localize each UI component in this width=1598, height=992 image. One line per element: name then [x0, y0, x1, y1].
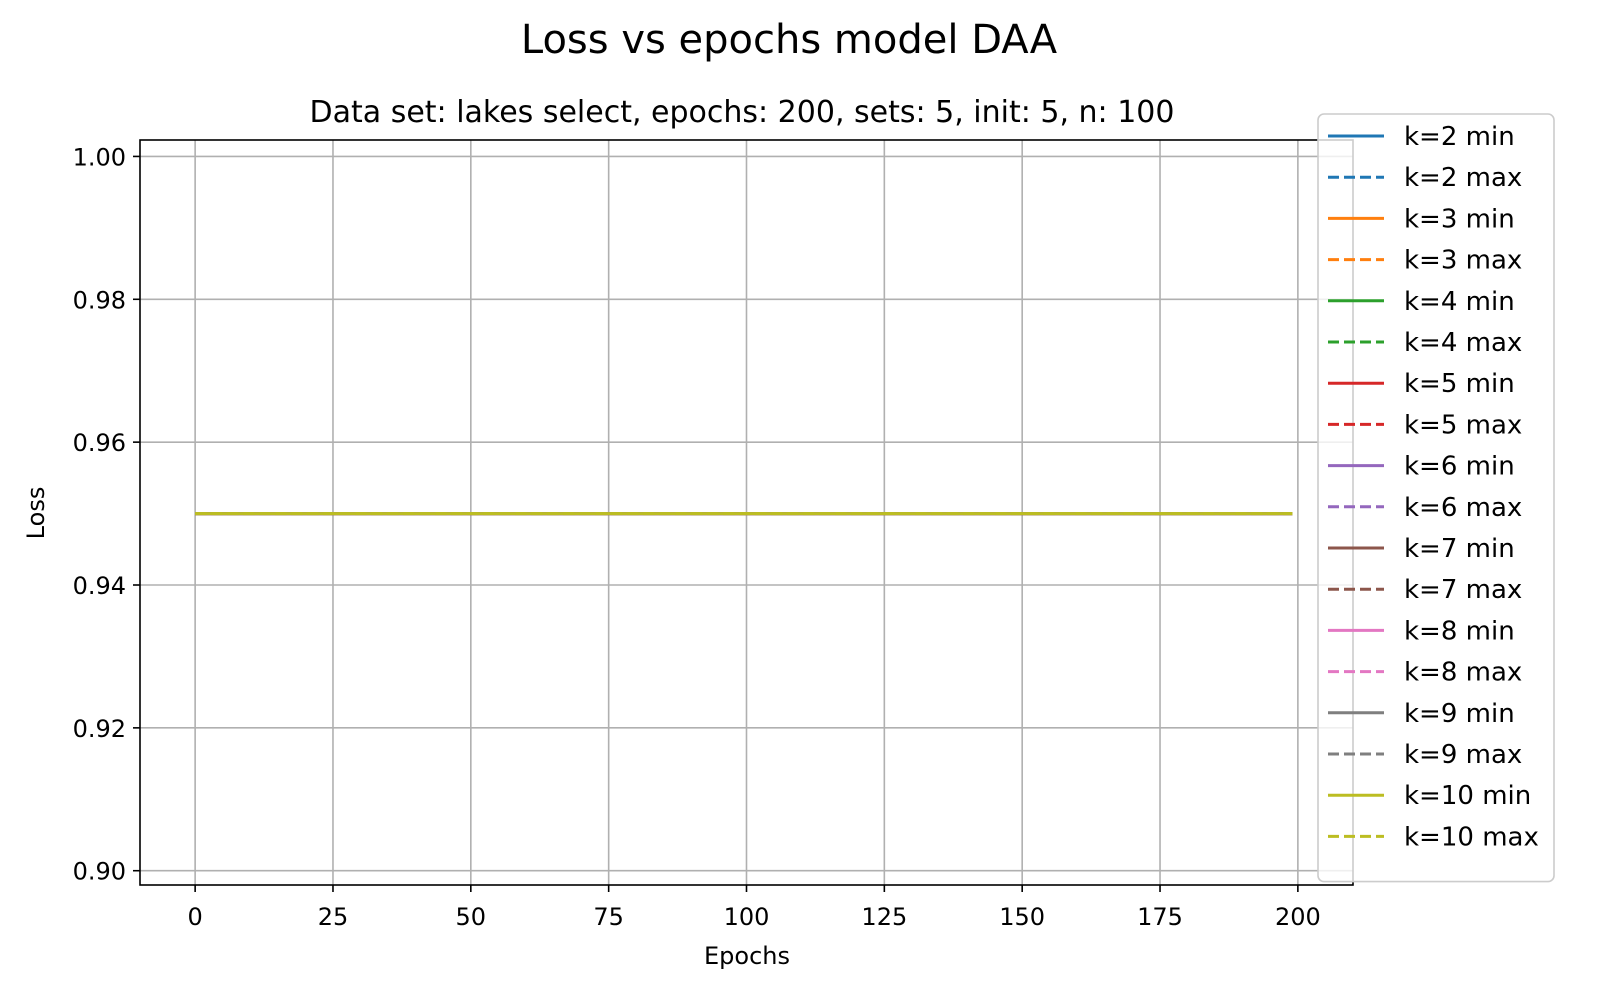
chart-title: Loss vs epochs model DAA: [521, 17, 1058, 63]
legend-label: k=8 min: [1404, 616, 1515, 646]
y-tick-label: 0.90: [73, 858, 126, 886]
y-tick-label: 1.00: [73, 143, 126, 171]
legend-label: k=9 min: [1404, 699, 1515, 729]
legend-label: k=7 max: [1404, 575, 1522, 605]
legend-label: k=3 max: [1404, 246, 1522, 276]
legend-label: k=8 max: [1404, 658, 1522, 688]
y-tick-label: 0.96: [73, 429, 126, 457]
x-tick-label: 25: [318, 903, 349, 931]
chart-subtitle: Data set: lakes select, epochs: 200, set…: [310, 95, 1175, 130]
x-tick-label: 125: [861, 903, 907, 931]
x-tick-label: 200: [1275, 903, 1321, 931]
legend-label: k=2 max: [1404, 163, 1522, 193]
legend-label: k=10 max: [1404, 822, 1539, 852]
legend-label: k=6 min: [1404, 452, 1515, 482]
legend-label: k=6 max: [1404, 493, 1522, 523]
x-tick-label: 50: [456, 903, 487, 931]
x-tick-label: 150: [999, 903, 1045, 931]
legend-label: k=5 max: [1404, 410, 1522, 440]
legend-label: k=7 min: [1404, 534, 1515, 564]
y-tick-label: 0.98: [73, 286, 126, 314]
ticks-layer: 0 25 50 75 100 125 150 175 200 0.90 0.92 0.94 0.96 0.…: [73, 143, 1321, 931]
legend-label: k=4 max: [1404, 328, 1522, 358]
y-tick-label: 0.92: [73, 715, 126, 743]
legend-label: k=4 min: [1404, 287, 1515, 317]
x-tick-label: 175: [1137, 903, 1183, 931]
legend-label: k=2 min: [1404, 122, 1515, 152]
legend-label: k=9 max: [1404, 740, 1522, 770]
legend-label: k=3 min: [1404, 204, 1515, 234]
y-axis-label: Loss: [22, 487, 50, 540]
y-tick-label: 0.94: [73, 572, 126, 600]
legend-label: k=10 min: [1404, 781, 1531, 811]
legend-label: k=5 min: [1404, 369, 1515, 399]
legend: k=2 min k=2 max k=3 min k=3 max k=4 min k=4 m…: [1317, 113, 1555, 883]
x-tick-label: 100: [724, 903, 770, 931]
x-tick-label: 0: [187, 903, 202, 931]
legend-box: [1317, 113, 1555, 883]
x-tick-label: 75: [593, 903, 624, 931]
x-axis-label: Epochs: [704, 942, 790, 970]
